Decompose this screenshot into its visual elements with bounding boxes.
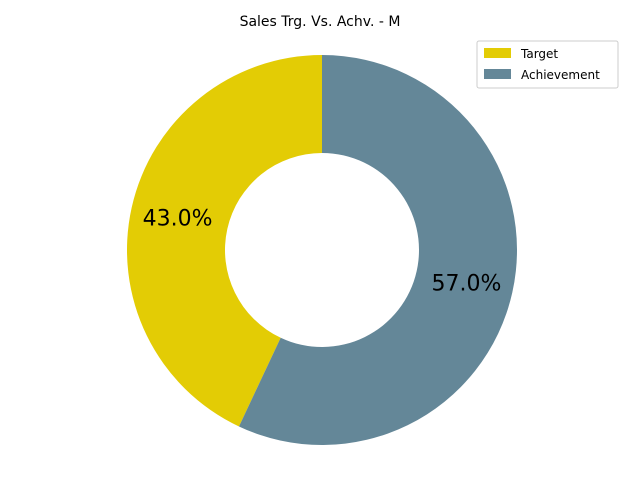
legend-label-achievement: Achievement bbox=[521, 68, 600, 82]
slice-achievement bbox=[238, 55, 518, 445]
legend-frame bbox=[476, 40, 619, 89]
donut-slices bbox=[127, 55, 518, 445]
slice-target bbox=[127, 55, 322, 427]
legend-swatch-target bbox=[484, 48, 511, 58]
legend: Target Achievement bbox=[476, 40, 619, 89]
slice-labels: 43.0% 57.0% bbox=[143, 207, 502, 297]
chart-title: Sales Trg. Vs. Achv. - M bbox=[240, 14, 401, 30]
slice-label-target: 43.0% bbox=[143, 207, 213, 232]
legend-swatch-achievement bbox=[484, 69, 511, 79]
slice-label-achievement: 57.0% bbox=[431, 271, 501, 296]
legend-label-target: Target bbox=[520, 47, 558, 61]
